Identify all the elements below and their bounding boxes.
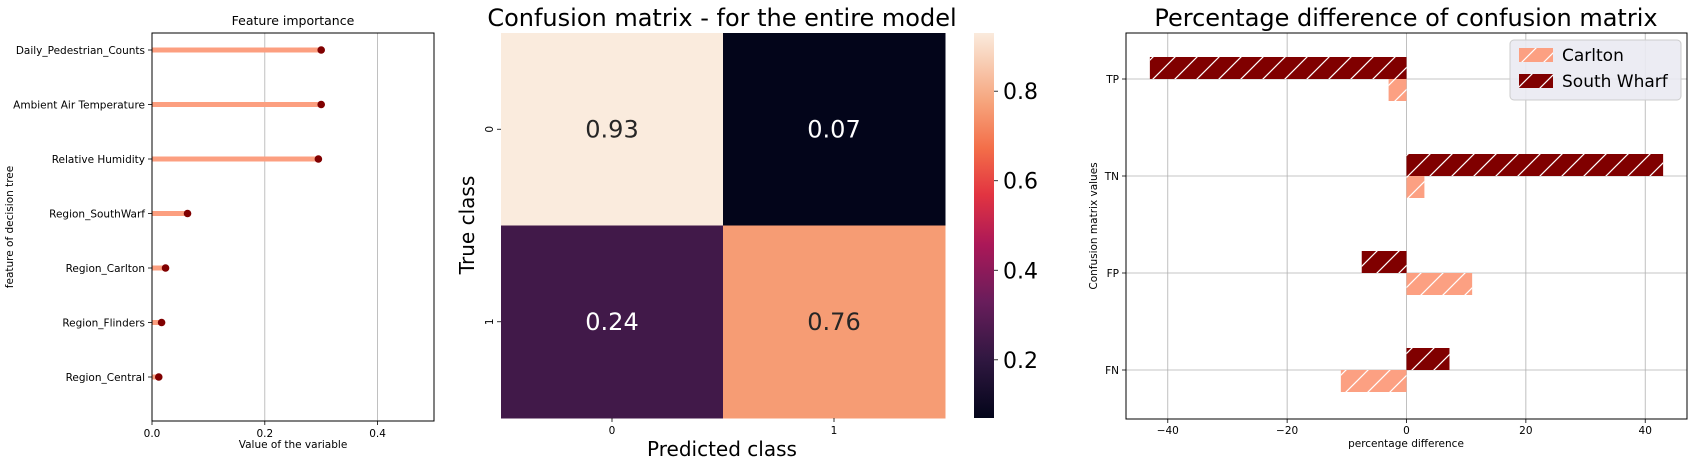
percentage-difference-bars [1149,57,1664,392]
y-tick-label: FN [1105,365,1119,377]
percentage-difference-x-ticks: −40 −20 0 20 40 [1157,419,1652,437]
percentage-difference-y-label: Confusion matrix values [1088,162,1100,289]
y-tick-label: Daily_Pedestrian_Counts [16,45,145,57]
colorbar-tick-label: 0.4 [1003,259,1038,284]
x-tick-label: −40 [1157,425,1179,437]
cell-value-label: 0.76 [807,308,860,336]
y-tick-label: TN [1104,171,1119,183]
feature-importance-y-label: feature of decision tree [4,166,16,288]
y-tick-label: Region_Carlton [66,263,145,275]
lollipop-point [183,209,192,218]
x-tick-label: 0 [1403,425,1410,437]
confusion-matrix-colorbar: 0.2 0.4 0.6 0.8 [974,33,1038,418]
x-tick-label: 40 [1639,425,1652,437]
x-tick-label: 0 [609,425,616,437]
x-tick-label: 0.0 [144,428,161,440]
heatmap-cell [723,33,946,226]
feature-importance-title: Feature importance [232,13,355,28]
percentage-difference-x-label: percentage difference [1348,438,1464,450]
feature-importance-frame [151,32,435,422]
feature-importance-grid [264,33,379,421]
percentage-difference-title: Percentage difference of confusion matri… [1154,4,1657,32]
confusion-matrix-chart: Confusion matrix - for the entire model … [455,4,1038,461]
lollipop-point [317,100,326,109]
y-tick-label: TP [1105,74,1119,86]
cell-value-label: 0.07 [807,115,860,143]
y-tick-label: 0 [484,126,496,133]
y-tick-label: Ambient Air Temperature [13,100,145,112]
x-tick-label: 0.2 [256,428,273,440]
feature-importance-chart: Feature importance Daily_Pedestrian_Coun… [4,13,435,451]
lollipop-point [154,373,163,381]
percentage-difference-chart: Percentage difference of confusion matri… [1088,4,1688,450]
legend-item: Carlton [1519,46,1624,66]
bar-carlton [1406,176,1425,198]
feature-importance-y-ticks: Daily_Pedestrian_Counts Ambient Air Tempe… [13,45,152,384]
lollipop-point [161,264,170,272]
legend-label: Carlton [1562,46,1624,66]
cell-value-label: 0.93 [585,115,638,143]
colorbar-tick-label: 0.6 [1003,170,1038,195]
bar-south-wharf [1361,251,1407,273]
legend-item: South Wharf [1519,72,1669,92]
y-tick-label: Region_Central [66,372,145,384]
colorbar-gradient [974,33,994,418]
confusion-matrix-cells [501,33,946,419]
x-tick-label: −20 [1276,425,1298,437]
bar-carlton [1340,370,1407,392]
heatmap-cell [501,225,724,419]
lollipop-point [157,318,166,327]
percentage-difference-legend: Carlton South Wharf [1509,39,1682,101]
heatmap-cell [723,225,946,419]
x-tick-label: 1 [831,425,838,437]
x-tick-label: 0.4 [369,428,386,440]
y-tick-label: Region_SouthWarf [49,209,145,221]
legend-label: South Wharf [1562,72,1669,92]
feature-importance-x-label: Value of the variable [239,439,348,451]
bar-carlton [1388,79,1407,101]
cell-value-label: 0.24 [585,308,638,336]
y-tick-label: Region_Flinders [62,318,145,330]
heatmap-cell [501,33,724,226]
confusion-matrix-y-label: True class [455,176,479,276]
y-tick-label: 1 [484,318,496,325]
bar-south-wharf [1406,154,1664,176]
colorbar-tick-label: 0.2 [1003,349,1038,374]
bar-south-wharf [1149,57,1407,79]
bar-south-wharf [1406,348,1450,370]
x-tick-label: 20 [1519,425,1532,437]
confusion-matrix-cell-labels: 0.93 0.07 0.24 0.76 [585,115,860,336]
percentage-difference-y-ticks: TP TN FP FN [1104,74,1126,377]
feature-importance-x-ticks: 0.0 0.2 0.4 [144,421,386,440]
confusion-matrix-title: Confusion matrix - for the entire model [487,4,956,32]
y-tick-label: FP [1107,268,1119,280]
lollipop-point [314,155,323,163]
confusion-matrix-ticks: 0 1 0 1 [484,126,837,437]
feature-importance-marks [152,46,326,381]
y-tick-label: Relative Humidity [52,154,145,166]
lollipop-point [317,46,326,54]
confusion-matrix-x-label: Predicted class [647,437,797,461]
bar-carlton [1406,273,1473,295]
colorbar-tick-label: 0.8 [1003,80,1038,105]
